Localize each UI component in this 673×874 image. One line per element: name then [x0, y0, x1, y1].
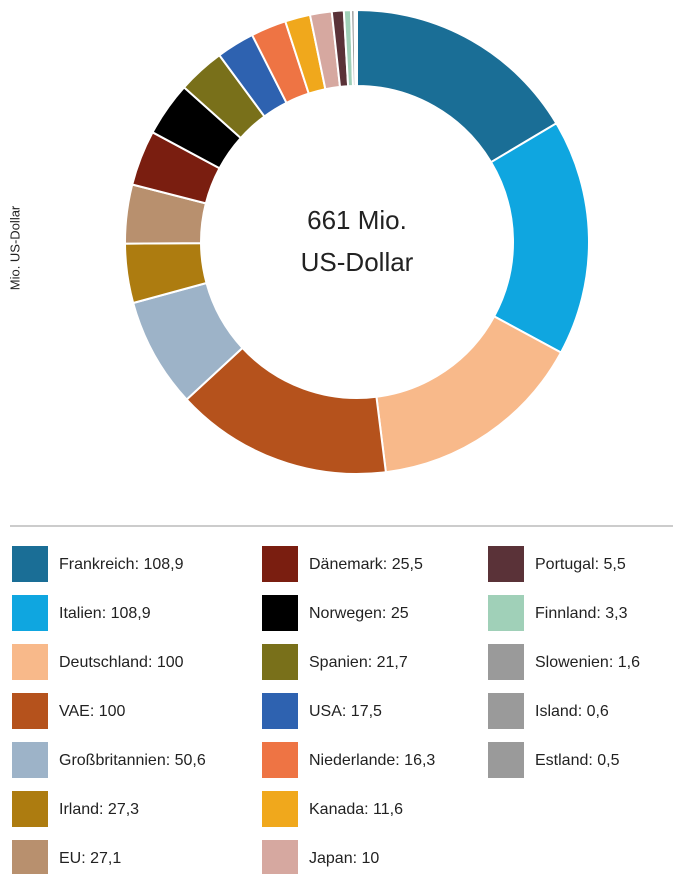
- legend-swatch: [488, 595, 524, 631]
- legend-swatch: [262, 693, 298, 729]
- legend-label: Estland: 0,5: [535, 752, 620, 769]
- legend-swatch: [12, 693, 48, 729]
- legend-swatch: [12, 840, 48, 874]
- legend-label: Spanien: 21,7: [309, 654, 408, 671]
- legend-label: USA: 17,5: [309, 703, 382, 720]
- legend-swatch: [488, 693, 524, 729]
- legend-swatch: [262, 546, 298, 582]
- legend-swatch: [262, 595, 298, 631]
- legend-label: Großbritannien: 50,6: [59, 752, 206, 769]
- legend-swatch: [12, 644, 48, 680]
- legend-label: Kanada: 11,6: [309, 801, 403, 818]
- legend-label: Irland: 27,3: [59, 801, 139, 818]
- center-label: 661 Mio.: [307, 205, 407, 235]
- donut-slice: [356, 8, 558, 164]
- legend-swatch: [488, 742, 524, 778]
- legend-label: Island: 0,6: [535, 703, 609, 720]
- legend-label: Norwegen: 25: [309, 605, 409, 622]
- legend-label: EU: 27,1: [59, 850, 121, 867]
- donut-slice: [375, 314, 563, 474]
- legend-swatch: [12, 791, 48, 827]
- legend-swatch: [488, 644, 524, 680]
- legend-label: Italien: 108,9: [59, 605, 151, 622]
- legend-label: Frankreich: 108,9: [59, 556, 184, 573]
- legend-swatch: [488, 546, 524, 582]
- legend-label: Japan: 10: [309, 850, 379, 867]
- y-axis-title: Mio. US-Dollar: [7, 205, 22, 290]
- legend-label: Finnland: 3,3: [535, 605, 628, 622]
- legend-label: Portugal: 5,5: [535, 556, 626, 573]
- legend-label: Slowenien: 1,6: [535, 654, 640, 671]
- legend-label: Dänemark: 25,5: [309, 556, 423, 573]
- legend-label: Niederlande: 16,3: [309, 752, 435, 769]
- center-label: US-Dollar: [301, 247, 414, 277]
- legend-swatch: [12, 742, 48, 778]
- donut-slice: [489, 121, 590, 354]
- legend-swatch: [12, 595, 48, 631]
- donut-slice: [354, 8, 358, 88]
- legend-swatch: [262, 791, 298, 827]
- legend-swatch: [262, 742, 298, 778]
- legend-label: VAE: 100: [59, 703, 126, 720]
- legend-label: Deutschland: 100: [59, 654, 184, 671]
- legend-swatch: [262, 840, 298, 874]
- legend-swatch: [12, 546, 48, 582]
- legend-swatch: [262, 644, 298, 680]
